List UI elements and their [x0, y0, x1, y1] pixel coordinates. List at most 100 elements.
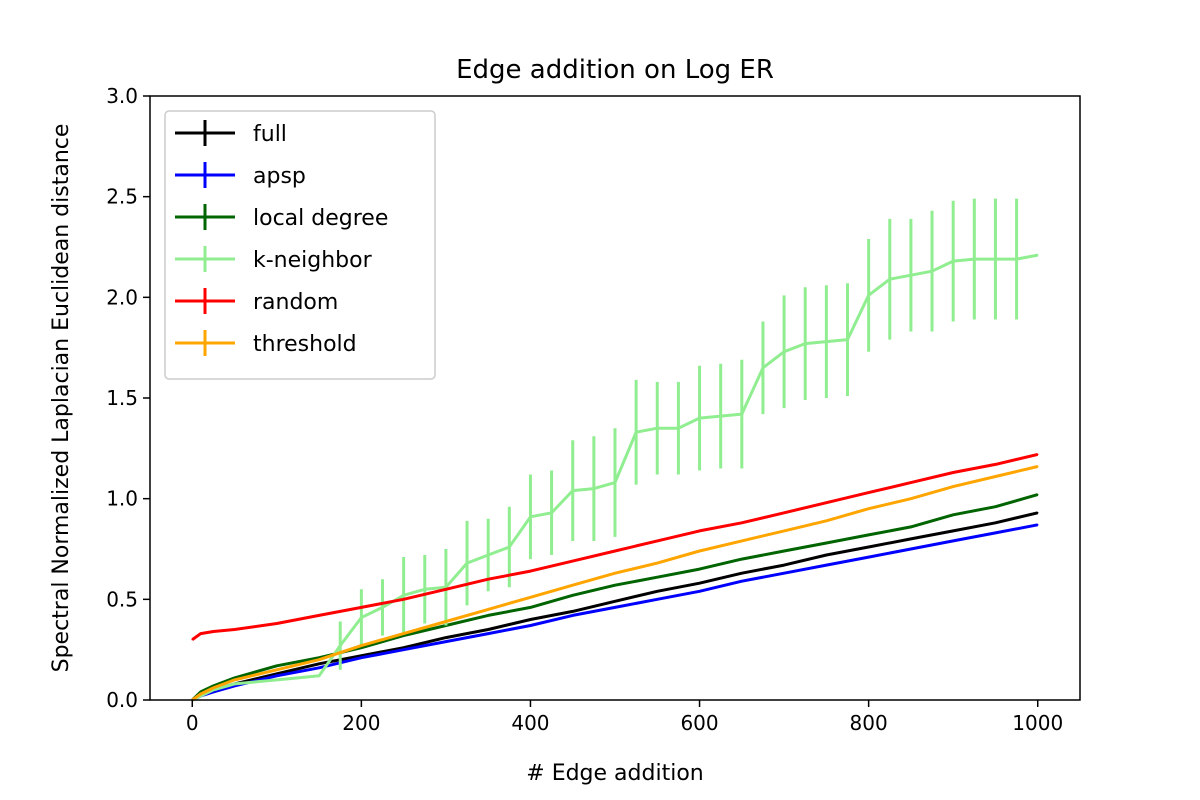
data-point	[339, 644, 342, 647]
data-point	[360, 644, 363, 647]
data-point	[402, 594, 405, 597]
data-point	[825, 501, 828, 504]
data-point	[910, 548, 912, 550]
data-point	[994, 505, 997, 508]
data-point	[952, 513, 954, 516]
legend-label: full	[253, 122, 287, 147]
data-point	[994, 522, 997, 524]
data-point	[698, 417, 701, 419]
data-point	[614, 600, 616, 603]
data-point	[656, 427, 659, 430]
data-point	[614, 481, 616, 484]
data-point	[698, 550, 701, 552]
data-point	[741, 558, 743, 560]
data-point	[423, 588, 426, 591]
data-point	[276, 669, 278, 671]
legend-label: random	[253, 290, 338, 315]
data-point	[1036, 453, 1039, 456]
data-point	[741, 572, 743, 574]
data-point	[973, 258, 976, 260]
series-k-neighbor	[191, 198, 1039, 702]
legend-item: threshold	[175, 330, 357, 357]
data-point	[276, 679, 278, 681]
data-point	[994, 532, 997, 534]
data-point	[741, 413, 743, 415]
data-point	[677, 427, 680, 430]
data-point	[191, 638, 194, 641]
data-point	[910, 274, 912, 276]
data-point	[487, 578, 489, 580]
data-point	[318, 658, 320, 661]
legend-box	[164, 110, 436, 380]
data-point	[952, 530, 954, 532]
data-point	[318, 662, 320, 665]
data-point	[783, 564, 785, 566]
data-point	[741, 540, 743, 542]
data-point	[698, 590, 701, 593]
data-point	[952, 260, 954, 262]
data-point	[508, 546, 511, 548]
data-point	[445, 640, 447, 643]
data-point	[199, 693, 202, 695]
data-point	[381, 606, 384, 609]
data-point	[825, 554, 828, 556]
data-point	[529, 624, 532, 627]
data-point	[656, 598, 659, 601]
data-point	[529, 570, 532, 572]
legend-item: local degree	[175, 204, 388, 231]
data-point	[529, 596, 532, 599]
data-point	[318, 675, 320, 677]
legend-item: k-neighbor	[175, 246, 373, 273]
x-tick-label: 0	[186, 711, 199, 735]
data-point	[254, 681, 257, 683]
legend-item: random	[175, 288, 338, 315]
data-point	[952, 485, 954, 488]
data-point	[825, 520, 828, 522]
data-point	[741, 580, 743, 583]
data-point	[952, 540, 954, 542]
y-tick-label: 0.5	[106, 587, 138, 611]
x-tick-label: 400	[511, 711, 549, 735]
data-point	[445, 636, 447, 639]
data-point	[297, 677, 299, 679]
data-point	[762, 367, 764, 369]
data-point	[825, 542, 828, 544]
data-point	[910, 538, 912, 540]
data-point	[199, 632, 202, 635]
data-point	[804, 342, 807, 345]
data-point	[825, 564, 828, 566]
data-point	[783, 511, 785, 514]
data-point	[212, 630, 215, 633]
data-point	[233, 628, 236, 631]
data-point	[318, 614, 320, 617]
data-point	[571, 489, 574, 492]
data-point	[656, 562, 659, 564]
data-point	[741, 522, 743, 524]
data-point	[698, 582, 701, 585]
data-point	[1036, 524, 1039, 526]
legend-label: apsp	[253, 164, 306, 189]
data-point	[571, 614, 574, 617]
y-tick-label: 1.0	[106, 487, 138, 511]
data-point	[487, 614, 489, 617]
data-point	[402, 598, 405, 601]
data-point	[445, 588, 447, 591]
y-tick-label: 2.5	[106, 185, 138, 209]
data-point	[1036, 511, 1039, 514]
data-point	[360, 616, 363, 619]
data-point	[1036, 493, 1039, 496]
data-point	[783, 572, 785, 574]
data-point	[719, 415, 722, 417]
x-tick-label: 1000	[1012, 711, 1063, 735]
data-point	[571, 560, 574, 562]
data-point	[698, 568, 701, 570]
data-point	[783, 530, 785, 532]
data-point	[867, 534, 870, 536]
data-point	[867, 556, 870, 558]
data-point	[656, 540, 659, 542]
series-threshold	[191, 465, 1039, 702]
data-point	[635, 431, 637, 434]
data-point	[783, 550, 785, 552]
legend: full apsp local degree k-neighbor random thre…	[164, 110, 436, 380]
data-point	[994, 258, 997, 260]
